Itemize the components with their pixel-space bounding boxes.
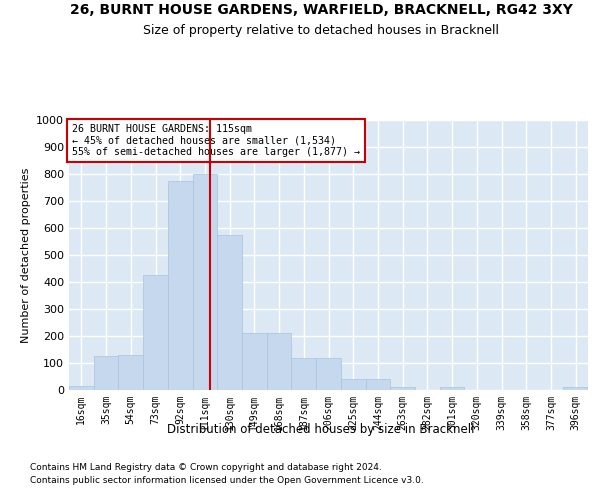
- Bar: [365, 379, 390, 390]
- Text: Size of property relative to detached houses in Bracknell: Size of property relative to detached ho…: [143, 24, 499, 37]
- Bar: [341, 379, 365, 390]
- Bar: [563, 388, 588, 390]
- Bar: [69, 386, 94, 390]
- Bar: [267, 334, 292, 390]
- Text: Distribution of detached houses by size in Bracknell: Distribution of detached houses by size …: [167, 422, 475, 436]
- Bar: [118, 355, 143, 390]
- Y-axis label: Number of detached properties: Number of detached properties: [20, 168, 31, 342]
- Bar: [168, 180, 193, 390]
- Bar: [143, 275, 168, 390]
- Bar: [217, 235, 242, 390]
- Bar: [316, 358, 341, 390]
- Text: 26, BURNT HOUSE GARDENS, WARFIELD, BRACKNELL, RG42 3XY: 26, BURNT HOUSE GARDENS, WARFIELD, BRACK…: [70, 2, 572, 16]
- Bar: [292, 358, 316, 390]
- Bar: [94, 356, 118, 390]
- Text: 26 BURNT HOUSE GARDENS: 115sqm
← 45% of detached houses are smaller (1,534)
55% : 26 BURNT HOUSE GARDENS: 115sqm ← 45% of …: [71, 124, 359, 157]
- Bar: [390, 388, 415, 390]
- Text: Contains public sector information licensed under the Open Government Licence v3: Contains public sector information licen…: [30, 476, 424, 485]
- Bar: [193, 174, 217, 390]
- Text: Contains HM Land Registry data © Crown copyright and database right 2024.: Contains HM Land Registry data © Crown c…: [30, 462, 382, 471]
- Bar: [440, 388, 464, 390]
- Bar: [242, 334, 267, 390]
